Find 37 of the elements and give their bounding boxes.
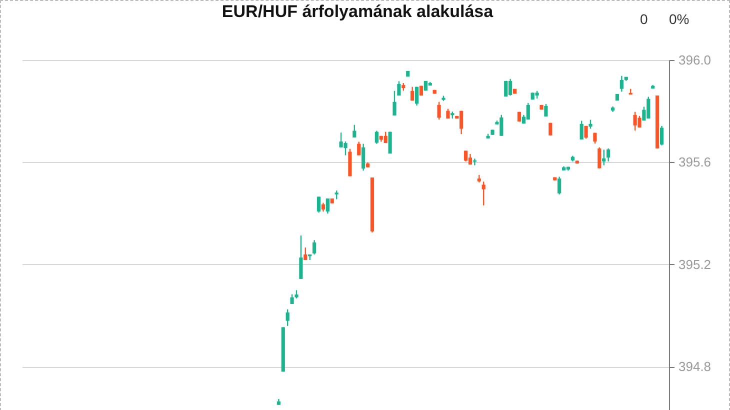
candlestick (374, 130, 378, 144)
candlestick (598, 146, 602, 169)
candlestick (304, 246, 308, 261)
candlestick (464, 150, 468, 162)
candlestick (414, 86, 419, 106)
candlestick (602, 149, 606, 166)
candlestick (299, 234, 303, 280)
candlestick (392, 90, 396, 116)
y-tick-label: 396.0 (678, 52, 712, 68)
candlestick (468, 153, 472, 166)
candlestick (326, 198, 330, 214)
candlestick (558, 176, 562, 195)
candlestick (316, 196, 321, 214)
candlestick (548, 122, 552, 136)
chart-title: EUR/HUF árfolyamának alakulása (222, 2, 494, 21)
candlestick (397, 80, 401, 96)
candlestick (312, 240, 316, 256)
candlestick (362, 143, 366, 172)
y-tick-label: 394.8 (678, 359, 712, 374)
candlestick (526, 102, 530, 120)
candlestick (410, 86, 414, 102)
candlestick (290, 294, 294, 305)
candlestick (286, 308, 290, 327)
y-tick-label: 395.2 (678, 256, 712, 272)
candlestick (606, 148, 610, 162)
candlestick (357, 141, 361, 156)
candlestick (437, 101, 441, 120)
text: 0 (640, 11, 648, 27)
candlestick (352, 124, 356, 138)
candlestick (544, 103, 548, 118)
candlestick (482, 181, 486, 206)
candlestick (584, 125, 588, 140)
candlestick (660, 125, 664, 146)
text: 0% (669, 11, 690, 27)
candlestick (580, 120, 584, 140)
candlestick (620, 75, 624, 92)
y-tick-label: 395.6 (678, 154, 712, 170)
